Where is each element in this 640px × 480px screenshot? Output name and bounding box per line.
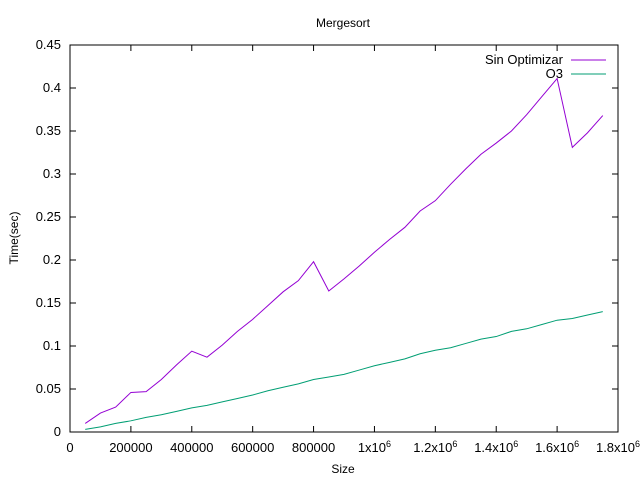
chart-title: Mergesort xyxy=(316,16,371,30)
x-tick-label: 1.6x106 xyxy=(535,439,579,455)
series-line-o3 xyxy=(85,311,603,430)
y-axis: 0 0.05 0.1 0.15 0.2 0.25 0.3 0.35 0.4 0.45 xyxy=(36,37,618,439)
series-line-sin-optimizar xyxy=(84,77,604,424)
y-tick-label: 0.05 xyxy=(36,381,61,396)
y-tick-label: 0.35 xyxy=(36,123,61,138)
y-axis-label: Time(sec) xyxy=(7,212,21,265)
y-tick-label: 0.45 xyxy=(36,37,61,52)
y-tick-label: 0.25 xyxy=(36,209,61,224)
x-tick-label: 600000 xyxy=(231,440,274,455)
y-tick-label: 0.1 xyxy=(43,338,61,353)
x-tick-label: 800000 xyxy=(292,440,335,455)
plot-frame xyxy=(69,44,619,433)
x-axis: 0 200000 400000 600000 800000 1x106 1.2x106 1.4… xyxy=(66,45,640,455)
x-tick-label: 1.2x106 xyxy=(413,439,457,455)
legend-label: O3 xyxy=(546,66,563,81)
y-tick-label: 0.15 xyxy=(36,295,61,310)
legend-label: Sin Optimizar xyxy=(485,52,564,67)
y-tick-label: 0.4 xyxy=(43,80,61,95)
x-tick-label: 0 xyxy=(66,440,73,455)
series-layer xyxy=(84,77,604,430)
x-axis-label: Size xyxy=(331,462,355,476)
x-tick-label: 400000 xyxy=(170,440,213,455)
plot-area xyxy=(69,44,619,433)
y-tick-label: 0.3 xyxy=(43,166,61,181)
x-tick-label: 1.4x106 xyxy=(474,439,518,455)
y-tick-label: 0 xyxy=(54,424,61,439)
x-tick-label: 1.8x106 xyxy=(596,439,640,455)
x-tick-label: 200000 xyxy=(109,440,152,455)
x-tick-label: 1x106 xyxy=(358,439,391,455)
y-tick-label: 0.2 xyxy=(43,252,61,267)
